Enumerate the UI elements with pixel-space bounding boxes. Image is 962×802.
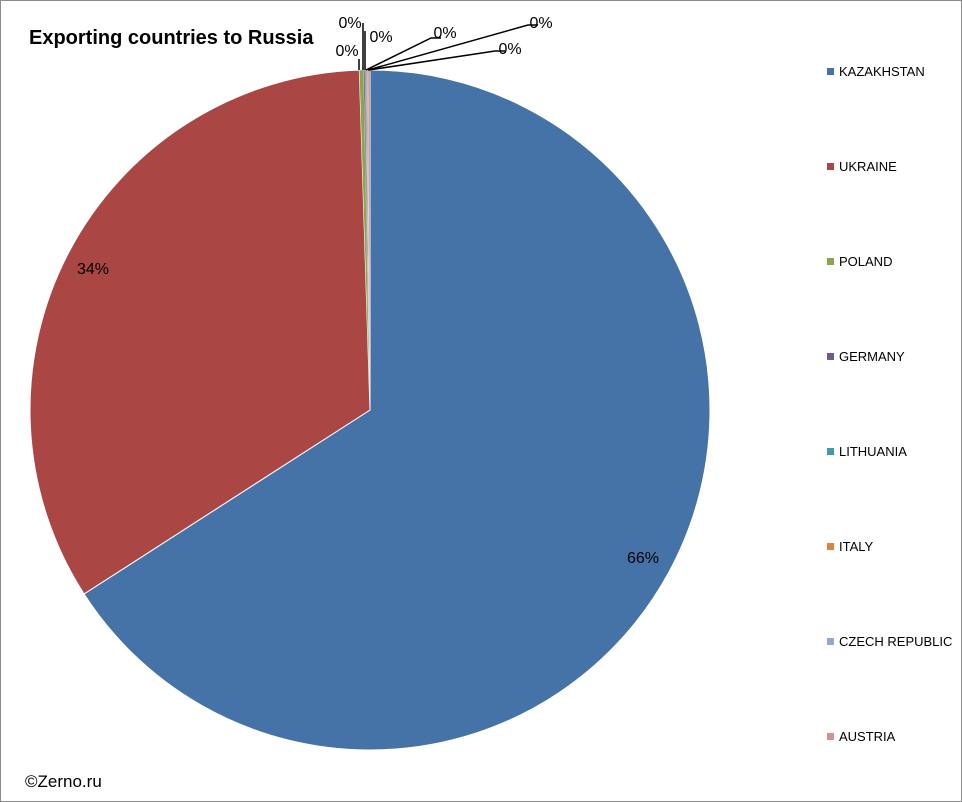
legend-label: UKRAINE xyxy=(839,159,897,174)
legend-swatch xyxy=(827,733,834,740)
legend-label: LITHUANIA xyxy=(839,444,907,459)
legend-swatch xyxy=(827,448,834,455)
legend-swatch xyxy=(827,638,834,645)
legend-swatch xyxy=(827,258,834,265)
leader-line-czech-republic xyxy=(367,24,538,71)
legend-item-poland: POLAND xyxy=(827,254,892,269)
legend-swatch xyxy=(827,163,834,170)
data-label-germany: 0% xyxy=(338,15,361,32)
data-label-austria: 0% xyxy=(498,41,521,58)
pie-slice-ukraine xyxy=(29,69,371,595)
legend-item-germany: GERMANY xyxy=(827,349,905,364)
copyright-text: ©Zerno.ru xyxy=(25,772,102,791)
legend-item-austria: AUSTRIA xyxy=(827,729,895,744)
legend-item-czech-republic: CZECH REPUBLIC xyxy=(827,634,952,649)
data-label-lithuania: 0% xyxy=(369,29,392,46)
legend-label: CZECH REPUBLIC xyxy=(839,634,953,649)
legend-item-ukraine: UKRAINE xyxy=(827,159,897,174)
legend-swatch xyxy=(827,353,834,360)
legend-label: POLAND xyxy=(839,254,893,269)
legend-label: KAZAKHSTAN xyxy=(839,64,925,79)
data-label-kazakhstan: 66% xyxy=(627,550,659,567)
leader-line-italy xyxy=(365,37,441,71)
chart-title: Exporting countries to Russia xyxy=(29,27,314,49)
data-label-ukraine: 34% xyxy=(77,261,109,278)
leader-line-austria xyxy=(368,50,505,71)
legend-label: GERMANY xyxy=(839,349,905,364)
legend-label: AUSTRIA xyxy=(839,729,896,744)
legend-swatch xyxy=(827,68,834,75)
legend-item-kazakhstan: KAZAKHSTAN xyxy=(827,64,925,79)
legend-item-lithuania: LITHUANIA xyxy=(827,444,907,459)
data-label-italy: 0% xyxy=(433,25,456,42)
pie-slice-kazakhstan xyxy=(83,69,711,751)
data-label-poland: 0% xyxy=(335,43,358,60)
legend-swatch xyxy=(827,543,834,550)
legend-label: ITALY xyxy=(839,539,874,554)
data-label-czech-republic: 0% xyxy=(529,15,552,32)
legend-item-italy: ITALY xyxy=(827,539,873,554)
